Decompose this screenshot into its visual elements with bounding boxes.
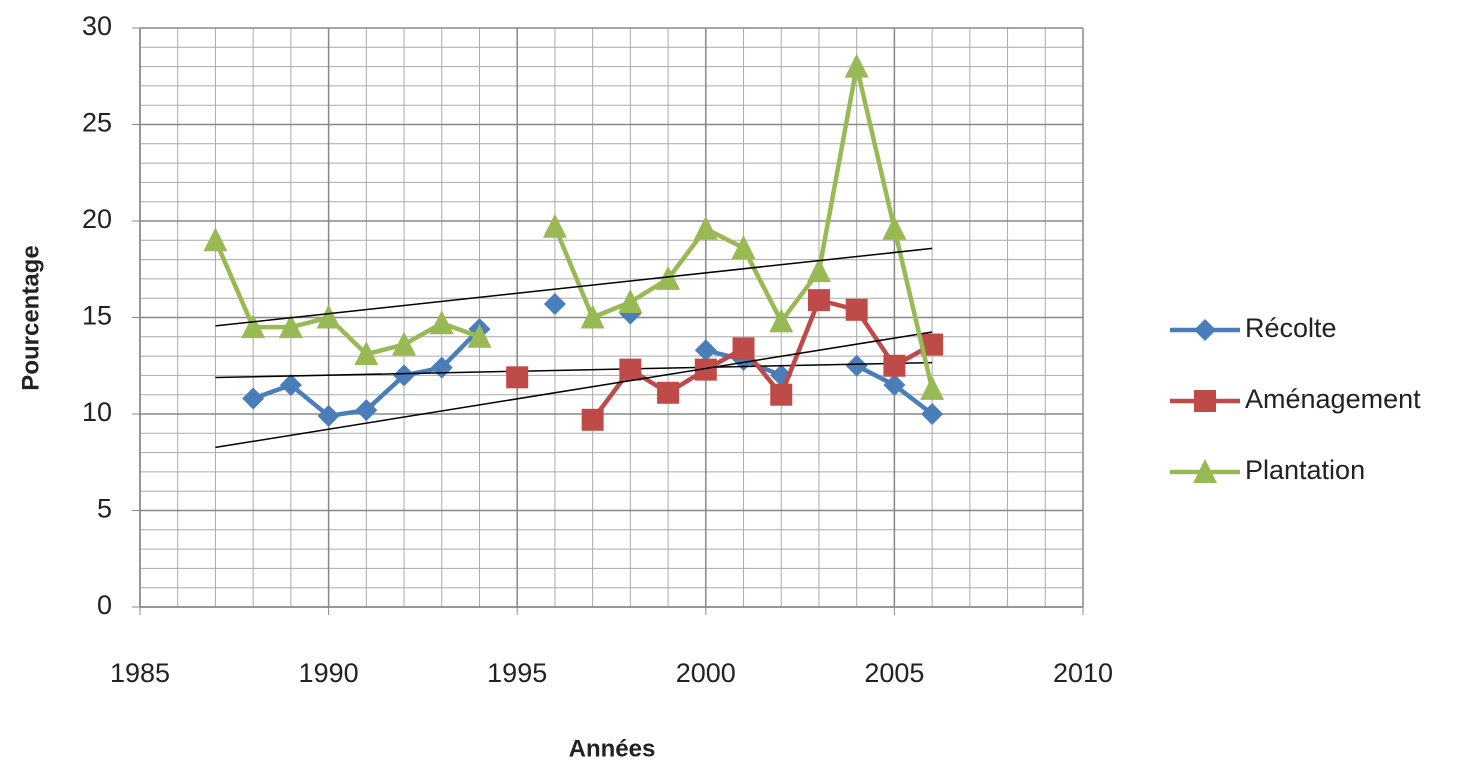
series-line bbox=[590, 297, 934, 422]
x-tick-label: 2000 bbox=[676, 658, 736, 688]
marker bbox=[920, 375, 945, 400]
marker bbox=[467, 323, 492, 348]
marker bbox=[581, 408, 604, 431]
marker bbox=[807, 289, 830, 312]
marker bbox=[316, 304, 341, 329]
marker bbox=[241, 314, 266, 339]
x-tick-label: 1985 bbox=[110, 658, 170, 688]
marker bbox=[1193, 459, 1217, 483]
trend-line bbox=[215, 361, 933, 379]
marker bbox=[845, 298, 868, 321]
marker bbox=[883, 354, 906, 377]
marker bbox=[694, 358, 717, 381]
y-axis-title: Pourcentage bbox=[17, 245, 44, 390]
x-axis-title: Années bbox=[569, 735, 656, 762]
series bbox=[242, 292, 944, 427]
marker bbox=[694, 339, 717, 362]
marker bbox=[429, 310, 454, 335]
series-line bbox=[213, 64, 935, 390]
x-tick-label: 2010 bbox=[1053, 658, 1113, 688]
marker bbox=[543, 292, 566, 315]
marker bbox=[921, 333, 944, 356]
y-tick-label: 5 bbox=[97, 494, 112, 524]
x-tick-label: 1995 bbox=[487, 658, 547, 688]
x-tick-label: 2005 bbox=[864, 658, 924, 688]
marker bbox=[393, 364, 416, 387]
marker bbox=[921, 403, 944, 425]
marker bbox=[1194, 390, 1216, 412]
series bbox=[203, 53, 945, 400]
trend-line bbox=[215, 247, 933, 327]
marker bbox=[770, 383, 793, 406]
series bbox=[506, 289, 944, 431]
y-tick-label: 0 bbox=[97, 590, 112, 620]
y-tick-label: 10 bbox=[82, 397, 112, 427]
marker bbox=[317, 404, 340, 427]
marker bbox=[542, 213, 567, 238]
y-tick-label: 25 bbox=[82, 108, 112, 138]
marker bbox=[580, 304, 605, 329]
marker bbox=[279, 374, 302, 397]
marker bbox=[1194, 319, 1216, 341]
marker bbox=[656, 265, 681, 290]
marker bbox=[242, 387, 265, 410]
marker bbox=[882, 215, 907, 240]
marker bbox=[883, 374, 906, 397]
trend-line bbox=[215, 331, 933, 449]
marker bbox=[203, 227, 228, 252]
marker bbox=[618, 289, 643, 314]
y-tick-label: 15 bbox=[82, 301, 112, 331]
marker bbox=[354, 341, 379, 366]
marker bbox=[619, 358, 642, 381]
y-tick-label: 30 bbox=[82, 11, 112, 41]
marker bbox=[506, 366, 529, 389]
x-tick-label: 1990 bbox=[299, 658, 359, 688]
marker bbox=[392, 331, 417, 356]
y-tick-label: 20 bbox=[82, 204, 112, 234]
marker bbox=[731, 235, 756, 260]
marker bbox=[732, 337, 755, 360]
marker bbox=[693, 215, 718, 240]
marker bbox=[278, 314, 303, 339]
legend-label: Plantation bbox=[1245, 455, 1365, 485]
legend-label: Récolte bbox=[1245, 313, 1337, 343]
marker bbox=[657, 381, 680, 404]
legend-label: Aménagement bbox=[1245, 384, 1421, 414]
marker bbox=[355, 399, 378, 422]
marker bbox=[845, 354, 868, 377]
marker bbox=[769, 308, 794, 333]
marker bbox=[844, 53, 869, 78]
marker bbox=[806, 258, 831, 283]
